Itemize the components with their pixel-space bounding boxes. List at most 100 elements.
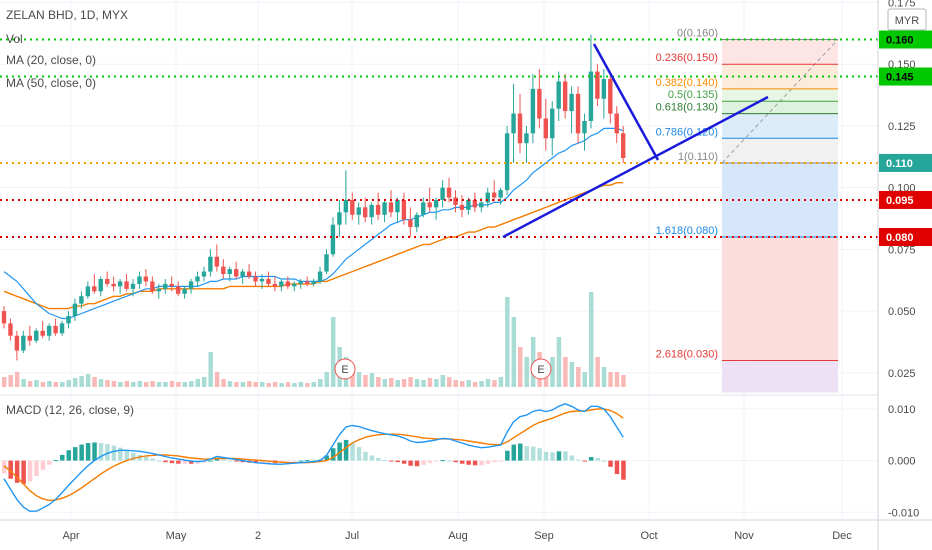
fib-level-label: 1(0.110) — [678, 151, 718, 163]
volume-bar — [240, 382, 246, 387]
candle-body — [395, 199, 400, 213]
volume-bar — [221, 379, 226, 387]
macd-histogram-bar — [343, 439, 349, 461]
volume-bar — [66, 380, 71, 387]
macd-histogram-bar — [60, 454, 65, 461]
macd-histogram-bar — [356, 447, 362, 461]
horizontal-levels[interactable] — [0, 38, 878, 238]
time-axis-tick: Aug — [448, 530, 468, 542]
macd-histogram-bar — [298, 460, 304, 462]
candle-body — [550, 108, 555, 139]
candle-body — [569, 93, 574, 112]
volume-bar — [143, 382, 149, 387]
candle-body — [169, 283, 174, 287]
macd-histogram-bar — [582, 460, 587, 462]
macd-histogram-bar — [453, 460, 458, 463]
candle-body — [40, 330, 45, 336]
volume-bar — [253, 382, 259, 387]
symbol-title[interactable]: ZELAN BHD, 1D, MYX — [6, 8, 128, 22]
candle-body — [556, 81, 561, 109]
trend-drawings[interactable] — [502, 43, 769, 239]
volume-bar — [376, 377, 381, 387]
fib-level-label: 0(0.160) — [677, 28, 718, 40]
vol-indicator-label[interactable]: Vol — [6, 32, 23, 46]
volume-bar — [195, 379, 200, 387]
macd-histogram-bar — [447, 460, 452, 462]
macd-histogram-bar — [21, 460, 26, 484]
candle-body — [421, 202, 426, 215]
volume-bar — [614, 372, 620, 387]
candle-body — [543, 118, 548, 139]
macd-histogram-bar — [595, 458, 600, 461]
macd-histogram-bar — [543, 451, 549, 461]
candle-body — [472, 199, 478, 208]
volume-bar — [214, 372, 220, 387]
currency-button[interactable] — [887, 8, 927, 31]
macd-histogram-bar — [421, 460, 426, 465]
ma20-indicator-label[interactable]: MA (20, close, 0) — [6, 53, 96, 67]
price-level-tag — [879, 153, 932, 172]
candle-body — [8, 323, 13, 336]
candle-body — [511, 113, 516, 134]
candle-body — [272, 283, 278, 287]
macd-histogram-bar — [369, 455, 375, 461]
candle-body — [614, 113, 619, 134]
volume-bar — [601, 367, 607, 387]
candle-body — [459, 204, 465, 210]
candle-body — [466, 199, 471, 210]
candle-body — [427, 202, 432, 208]
candle-body — [433, 199, 439, 208]
price-axis-tick: 0.050 — [888, 306, 916, 318]
macd-histogram-bar — [408, 460, 413, 466]
candle-body — [34, 330, 39, 341]
macd-histogram-bar — [214, 458, 220, 461]
candle-body — [363, 207, 368, 218]
candle-body — [337, 212, 342, 225]
candle-body — [562, 81, 568, 112]
macd-histogram-bar — [53, 460, 59, 462]
volume-bar — [298, 382, 304, 387]
candle-body — [72, 303, 78, 316]
volume-bar — [72, 378, 78, 387]
candle-body — [201, 271, 207, 277]
axes: 0.1750.1500.1250.1000.0750.0500.0250.010… — [62, 0, 932, 542]
volume-bar — [492, 380, 497, 387]
candle-body — [253, 276, 258, 282]
macd-histogram-bar — [608, 460, 613, 467]
candle-body — [575, 93, 581, 134]
volume-bar — [169, 381, 175, 387]
macd-histogram-bar — [182, 460, 188, 464]
macd-histogram-bar — [240, 460, 246, 463]
macd-histogram-bar — [614, 460, 620, 475]
earnings-marker-label: E — [341, 364, 348, 376]
macd-histogram-bar — [556, 451, 562, 461]
macd-histogram-bar — [524, 446, 529, 461]
volume-bar — [421, 380, 426, 387]
volume-bar — [363, 375, 368, 387]
volume-bar — [472, 382, 478, 387]
macd-axis-tick: -0.010 — [888, 507, 919, 519]
volume-bar — [550, 357, 555, 387]
macd-histogram-bar — [92, 442, 97, 461]
volume-bar — [85, 374, 91, 387]
macd-histogram-bar — [150, 458, 155, 461]
volume-bar — [350, 367, 355, 387]
price-axis-tick: 0.125 — [888, 121, 916, 133]
volume-bar — [576, 367, 581, 387]
candle-body — [401, 199, 407, 220]
volume-bar — [621, 375, 626, 387]
macd-indicator-label[interactable]: MACD (12, 26, close, 9) — [6, 403, 134, 417]
volume-bar — [311, 382, 317, 387]
ma50-indicator-label[interactable]: MA (50, close, 0) — [6, 76, 96, 90]
macd-histogram-bar — [550, 452, 555, 461]
candle-body — [330, 224, 336, 255]
volume-bar — [292, 383, 297, 387]
currency-label[interactable]: MYR — [895, 15, 920, 27]
candle-body — [150, 281, 155, 292]
candle-body — [259, 278, 265, 282]
candle-body — [137, 276, 142, 284]
volume-bar — [272, 382, 278, 387]
fib-zone — [722, 101, 838, 114]
macd-histogram-bar — [27, 460, 33, 482]
